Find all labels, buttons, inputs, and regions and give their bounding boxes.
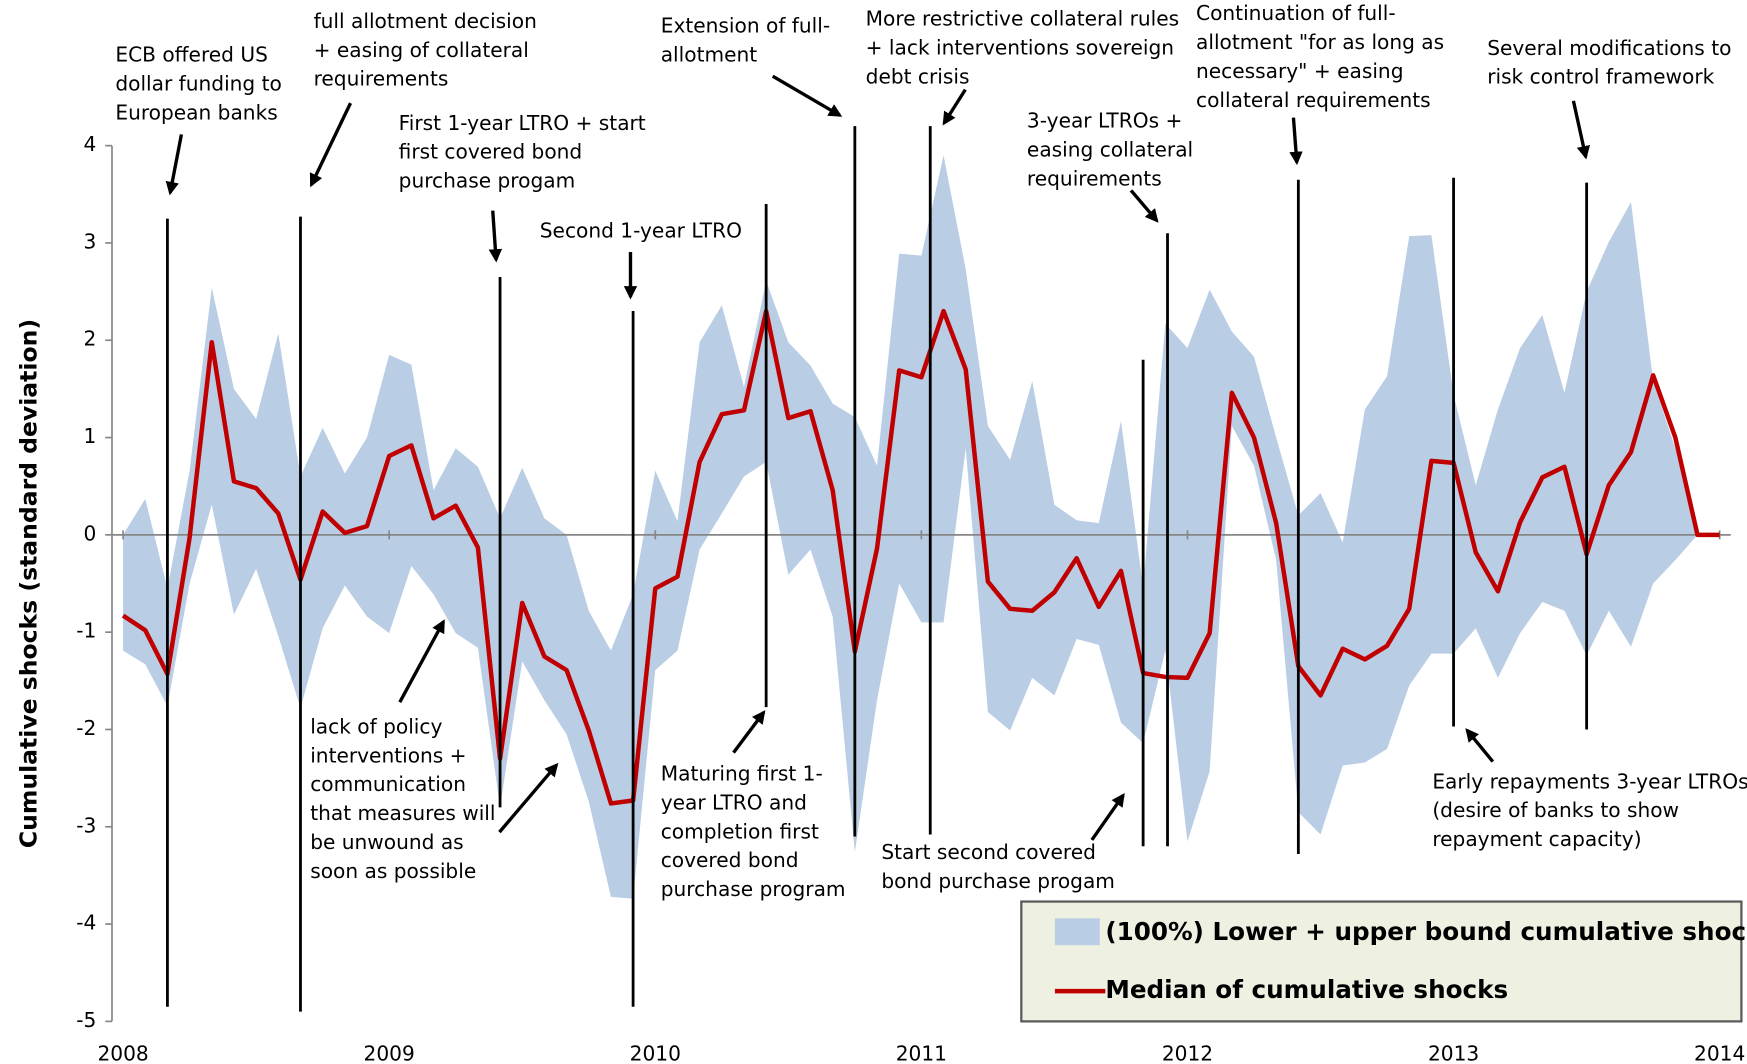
x-tick-label: 2014 (1694, 1041, 1745, 1064)
annotation-arrow (732, 710, 766, 754)
y-tick-label: 3 (83, 229, 96, 253)
annotation-arrow (1289, 117, 1303, 166)
y-tick-label: 1 (83, 424, 96, 448)
annotation-text: allotment (661, 42, 758, 66)
annotation-text: first covered bond (399, 140, 583, 164)
y-tick-label: -3 (76, 813, 96, 837)
annotation-arrow (398, 619, 445, 704)
x-tick-label: 2013 (1428, 1041, 1479, 1064)
x-tick-label: 2012 (1162, 1041, 1213, 1064)
annotation-text: (desire of banks to show (1432, 798, 1679, 822)
annotation-arrow (1465, 728, 1495, 763)
annotation-text: repayment capacity) (1432, 827, 1641, 851)
annotation-text: + lack interventions sovereign (866, 36, 1174, 60)
annotation-text: European banks (115, 100, 277, 124)
annotation-text: + easing of collateral (314, 38, 529, 62)
annotation-text: that measures will (310, 801, 495, 825)
annotation-text: lack of policy (310, 714, 442, 738)
annotation-text: ECB offered US (115, 43, 268, 67)
y-tick-label: -5 (76, 1008, 96, 1032)
annotation-text: purchase progam (399, 169, 576, 193)
annotation-text: covered bond (661, 848, 799, 872)
annotation-text: communication (310, 772, 466, 796)
annotation-text: full allotment decision (314, 9, 537, 33)
x-tick-label: 2011 (896, 1041, 947, 1064)
annotation-arrow (488, 210, 503, 263)
annotation-arrow (1090, 792, 1125, 841)
annotation-text: collateral requirements (1196, 88, 1431, 112)
y-tick-label: 0 (83, 521, 96, 545)
annotation-text: easing collateral (1027, 138, 1193, 162)
annotation-text: Start second covered (881, 840, 1096, 864)
annotation-text: Continuation of full- (1196, 1, 1396, 25)
x-tick-label: 2010 (630, 1041, 681, 1064)
annotation-text: Several modifications to (1487, 36, 1731, 60)
annotation-text: bond purchase progam (881, 869, 1115, 893)
y-tick-label: 2 (83, 327, 96, 351)
legend-box (1020, 900, 1743, 1023)
annotation-text: More restrictive collateral rules (866, 7, 1179, 31)
y-tick-label: -4 (76, 911, 96, 935)
annotation-text: Second 1-year LTRO (540, 218, 742, 242)
annotation-text: allotment "for as long as (1196, 30, 1444, 54)
annotation-text: interventions + (310, 743, 466, 767)
annotation-text: necessary" + easing (1196, 59, 1403, 83)
annotation-arrow (942, 88, 967, 126)
legend-label: (100%) Lower + upper bound cumulative sh… (1105, 917, 1747, 946)
annotation-text: completion first (661, 819, 819, 843)
y-tick-label: -2 (76, 716, 96, 740)
annotation-arrow (1129, 189, 1159, 223)
annotation-text: debt crisis (866, 65, 970, 89)
y-tick-label: 4 (83, 132, 96, 156)
annotation-text: be unwound as (310, 830, 463, 854)
y-axis-label: Cumulative shocks (standard deviation) (15, 319, 43, 848)
legend-swatch (1054, 918, 1100, 946)
y-tick-label: -1 (76, 619, 96, 643)
annotation-arrow (771, 74, 843, 117)
annotation-arrow (165, 134, 184, 196)
annotation-arrow (1571, 100, 1590, 160)
annotation-text: 3-year LTROs + (1027, 109, 1182, 133)
annotation-text: Early repayments 3-year LTROs (1432, 769, 1747, 793)
annotation-text: Extension of full- (661, 13, 830, 37)
annotation-arrow (309, 102, 353, 188)
annotation-text: requirements (1027, 166, 1162, 190)
legend-label: Median of cumulative shocks (1105, 975, 1508, 1004)
x-tick-label: 2009 (364, 1041, 415, 1064)
annotation-text: soon as possible (310, 859, 476, 883)
annotation-text: dollar funding to (115, 71, 282, 95)
annotation-text: requirements (314, 67, 449, 91)
annotation-text: Maturing first 1- (661, 762, 823, 786)
annotation-arrow (498, 762, 559, 834)
bound-band (123, 155, 1720, 899)
x-tick-label: 2008 (97, 1041, 148, 1064)
annotation-text: year LTRO and (661, 790, 807, 814)
annotation-text: risk control framework (1487, 65, 1714, 89)
annotation-text: purchase program (661, 877, 846, 901)
annotation-text: First 1-year LTRO + start (399, 111, 646, 135)
